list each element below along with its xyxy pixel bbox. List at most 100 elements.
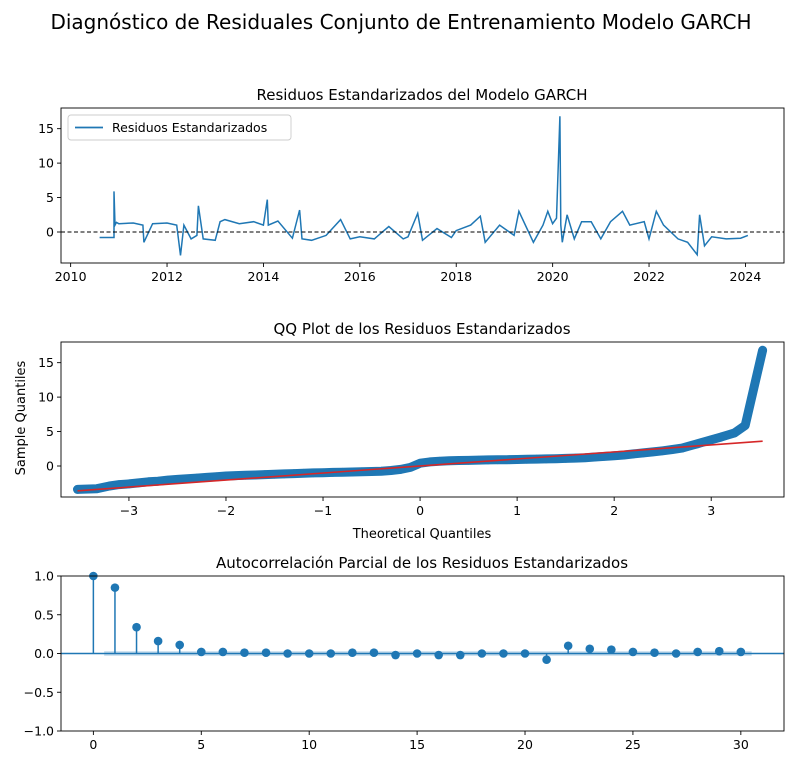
qq-point [134,478,143,488]
chart-1-ytick-label: 0 [46,225,54,240]
qq-point [279,469,289,479]
qq-point [231,471,240,480]
qq-point [730,428,739,438]
qq-point [580,453,590,463]
pacf-marker [240,648,249,658]
chart-2-ytick-label: 15 [38,355,54,370]
chart-1-title: Residuos Estandarizados del Modelo GARCH [257,86,588,104]
qq-point [609,451,619,460]
qq-point [425,457,435,467]
qq-point [571,453,580,463]
qq-point [289,469,299,478]
chart-1-xtick-label: 2010 [55,269,87,284]
qq-point [677,443,687,453]
pacf-marker [499,649,508,658]
pacf-marker [736,647,746,657]
pacf-marker [563,641,573,651]
pacf-marker [585,644,595,654]
qq-reference-line [77,440,763,492]
chart-3-ytick-label: −1.0 [24,724,54,739]
qq-point [163,475,173,485]
pacf-marker [693,647,702,657]
qq-point [221,471,231,481]
chart-3-title: Autocorrelación Parcial de los Residuos … [216,554,628,572]
pacf-chart: Autocorrelación Parcial de los Residuos … [24,554,785,752]
qq-point [740,421,750,430]
chart-2-xtick-label: 2 [610,503,618,518]
qq-point [153,476,163,486]
pacf-marker [520,649,530,658]
qq-point [522,455,532,464]
chart-1-axes-frame [60,107,785,264]
pacf-marker [671,649,681,658]
chart-2-xtick-label: −3 [120,503,138,518]
qq-point [435,456,444,466]
pacf-marker [218,647,228,657]
pacf-marker [412,649,422,658]
chart-1-ytick-label: 10 [38,156,54,171]
legend-entry-label: Residuos Estandarizados [112,120,267,135]
pacf-marker [175,640,185,650]
pacf-marker [542,655,551,664]
qq-point [532,454,541,464]
pacf-marker [650,648,659,658]
chart-1-xtick-label: 2022 [633,269,665,284]
pacf-marker [455,650,465,660]
pacf-marker [283,649,292,658]
qq-point [716,432,726,442]
chart-1-xtick-label: 2018 [440,269,472,284]
chart-2-xtick-label: 3 [707,503,715,518]
chart-3-xtick-label: 25 [625,737,641,752]
pacf-marker [628,647,638,657]
qq-point [124,479,134,489]
residuals-line-chart: Residuos Estandarizados del Modelo GARCH… [38,86,785,284]
chart-2-ytick-label: 5 [46,424,54,439]
chart-3-xtick-label: 15 [409,737,425,752]
pacf-marker [153,636,163,646]
residuals-series-line [99,116,749,257]
qq-point [483,455,493,465]
qq-point [758,345,767,355]
qq-point [202,473,211,482]
pacf-marker [304,649,314,658]
pacf-marker [110,583,120,592]
qq-point [211,472,221,481]
chart-2-xtick-label: −1 [314,503,332,518]
chart-1-legend: Residuos Estandarizados [67,114,292,141]
qq-point [619,450,629,460]
pacf-marker [348,648,357,658]
chart-1-ytick-label: 5 [46,190,54,205]
chart-3-xtick-label: 10 [301,737,317,752]
chart-3-ytick-label: −0.5 [24,685,54,700]
chart-3-ytick-label: 0.5 [34,607,54,622]
chart-2-xtick-label: 1 [513,503,521,518]
chart-2-ytick-label: 0 [46,459,54,474]
qq-sample-points-band [73,345,768,494]
chart-1-xtick-label: 2014 [248,269,280,284]
chart-1-xtick-label: 2016 [344,269,376,284]
chart-1-xtick-label: 2012 [151,269,183,284]
chart-2-xtick-label: 0 [416,503,424,518]
qq-plot-chart: QQ Plot de los Residuos Estandarizados T… [14,320,785,542]
pacf-marker [369,648,379,658]
chart-2-xtick-label: −2 [217,503,235,518]
qq-point [241,471,250,480]
chart-2-title: QQ Plot de los Residuos Estandarizados [273,320,570,338]
chart-3-xtick-label: 0 [89,737,97,752]
pacf-marker [714,646,724,656]
pacf-marker [261,648,271,658]
pacf-marker [477,649,487,658]
chart-3-xtick-label: 5 [197,737,205,752]
figure-suptitle: Diagnóstico de Residuales Conjunto de En… [50,10,751,34]
qq-point [590,452,600,462]
chart-2-xlabel: Theoretical Quantiles [352,527,492,542]
pacf-marker [391,650,400,660]
chart-2-ytick-label: 10 [38,390,54,405]
qq-point [173,475,182,484]
chart-1-ytick-label: 15 [38,121,54,136]
chart-3-ytick-label: 1.0 [34,569,54,584]
chart-1-xtick-label: 2020 [537,269,569,284]
chart-1-xtick-label: 2024 [730,269,762,284]
qq-point [723,430,733,440]
